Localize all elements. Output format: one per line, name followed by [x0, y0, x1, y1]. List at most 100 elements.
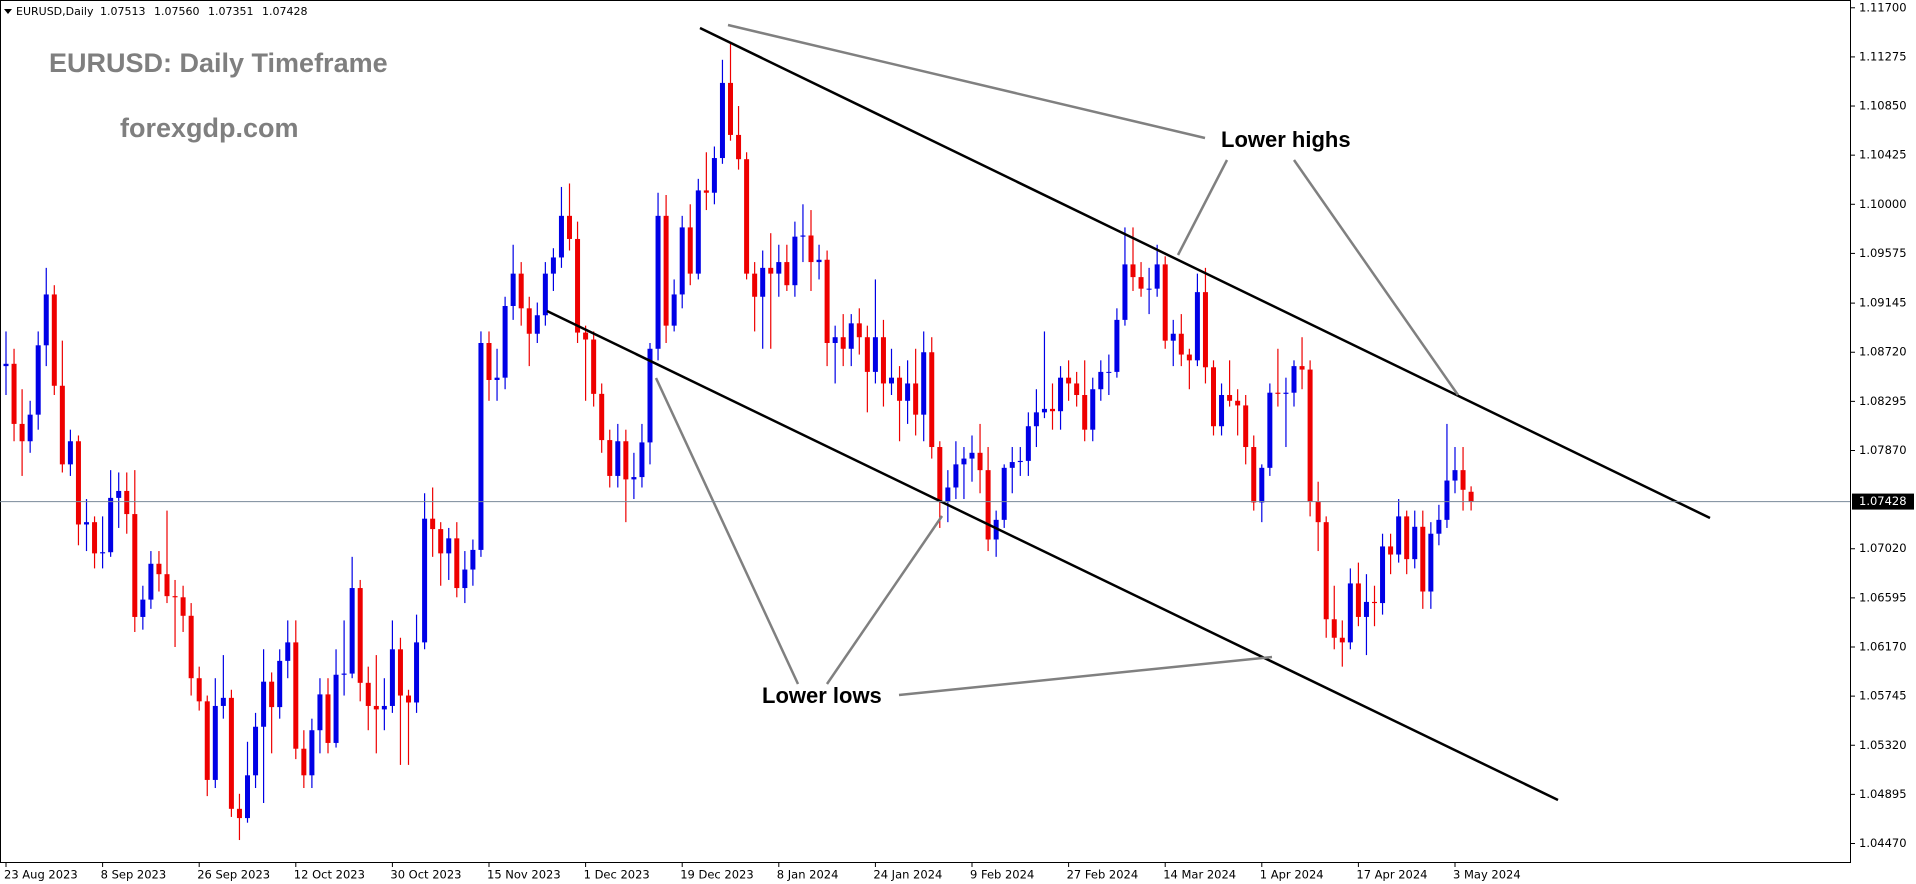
candle-body	[655, 215, 661, 349]
candle-body	[1347, 583, 1353, 643]
candle-body	[703, 190, 709, 193]
candle-body	[422, 518, 428, 643]
candle-body	[1066, 377, 1072, 384]
candle-body	[945, 487, 951, 502]
header-arrow	[4, 9, 12, 14]
y-tick-label: 1.08720	[1859, 345, 1907, 359]
candle-body	[897, 377, 903, 401]
candle-body	[1098, 371, 1104, 390]
candle-body	[937, 447, 943, 502]
pointer	[898, 655, 1273, 697]
candle-body	[341, 673, 347, 675]
x-tick-label: 3 May 2024	[1453, 868, 1521, 882]
header-low: 1.07351	[208, 5, 254, 18]
candle-body	[1259, 467, 1265, 503]
candle-body	[43, 294, 49, 346]
candle-body	[800, 235, 806, 237]
x-tick-label: 23 Aug 2023	[4, 868, 78, 882]
candle-body	[1122, 264, 1128, 320]
candle-body	[365, 682, 371, 706]
candle-body	[1283, 392, 1289, 394]
candle-body	[1315, 501, 1321, 523]
candle-body	[792, 236, 798, 286]
candle-body	[1267, 392, 1273, 468]
y-tick-label: 1.07020	[1859, 541, 1907, 555]
candle-body	[1090, 389, 1096, 430]
candle-body	[872, 337, 878, 372]
candle-body	[381, 705, 387, 710]
candle-body	[172, 596, 178, 598]
chart-subtitle: forexgdp.com	[120, 113, 299, 143]
candle-body	[406, 695, 411, 703]
candle-body	[132, 514, 138, 617]
y-tick-label: 1.11275	[1859, 49, 1907, 63]
y-tick-label: 1.09145	[1859, 296, 1907, 310]
candle-body	[542, 273, 548, 316]
candle-body	[864, 337, 870, 372]
candle-body	[526, 308, 532, 334]
x-tick-label: 26 Sep 2023	[197, 868, 270, 882]
pointer	[825, 515, 944, 685]
candle-body	[1082, 395, 1088, 430]
candle-body	[19, 423, 25, 442]
y-tick-label: 1.04895	[1859, 787, 1907, 801]
candle-body	[889, 377, 894, 384]
candle-body	[269, 681, 275, 708]
candle-body	[961, 458, 967, 465]
candle-body	[188, 615, 194, 679]
candle-body	[744, 159, 750, 274]
x-tick-label: 8 Sep 2023	[101, 868, 167, 882]
candle-body	[1243, 405, 1249, 448]
current-price-box	[1852, 493, 1914, 510]
candle-body	[808, 235, 814, 263]
annotation: Lower highs	[1221, 127, 1351, 152]
candle-body	[245, 775, 250, 819]
candle-body	[1460, 470, 1466, 490]
candle-body	[317, 694, 323, 731]
candle-body	[1194, 292, 1200, 361]
candle-body	[325, 694, 331, 743]
candle-body	[575, 238, 581, 333]
candle-body	[768, 267, 774, 274]
candle-body	[784, 262, 790, 286]
header-high: 1.07560	[154, 5, 200, 18]
candle-body	[1428, 533, 1434, 592]
chart-title: EURUSD: Daily Timeframe	[49, 48, 388, 78]
candle-body	[1186, 354, 1192, 361]
candle-body	[639, 442, 645, 478]
candle-body	[567, 215, 572, 239]
candle-body	[631, 477, 637, 480]
candle-body	[1178, 333, 1184, 355]
header: EURUSD,Daily 1.07513 1.07560 1.07351 1.0…	[4, 5, 308, 18]
candle-body	[3, 363, 9, 367]
candle-body	[1074, 383, 1080, 396]
candle-body	[1219, 395, 1225, 427]
candle-body	[599, 393, 605, 441]
y-tick-label: 1.04470	[1859, 836, 1907, 850]
candle-body	[438, 529, 444, 554]
candle-body	[494, 377, 500, 380]
candle-body	[1251, 447, 1257, 503]
candle-body	[880, 337, 886, 384]
candle-body	[824, 259, 830, 343]
candle-body	[1444, 480, 1450, 520]
candle-body	[1033, 412, 1039, 427]
candle-body	[558, 215, 564, 258]
candle-body	[583, 332, 589, 340]
pointer	[654, 377, 800, 685]
candle-body	[1396, 516, 1402, 555]
candle-body	[711, 158, 717, 193]
candle-body	[51, 294, 57, 386]
candle-body	[1170, 333, 1176, 341]
y-tick-label: 1.11700	[1859, 0, 1907, 14]
y-tick-label: 1.05745	[1859, 689, 1907, 703]
candle-body	[92, 522, 98, 554]
candle-body	[1058, 377, 1064, 412]
candle-body	[929, 352, 935, 448]
candle-body	[1299, 366, 1305, 370]
candle-body	[301, 748, 307, 776]
